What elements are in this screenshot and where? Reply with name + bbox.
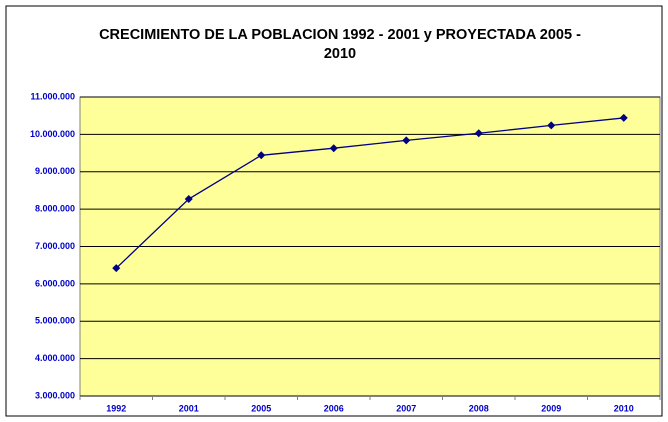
y-tick-label: 4.000.000 [35, 353, 75, 363]
marker [547, 121, 556, 130]
x-tick-label: 2008 [469, 403, 489, 413]
marker [112, 264, 121, 273]
y-tick-label: 6.000.000 [35, 278, 75, 288]
line [115, 117, 624, 269]
y-tick-label: 11.000.000 [30, 91, 75, 101]
marker [474, 129, 483, 138]
x-tick-label: 2006 [324, 403, 344, 413]
x-tick-label: 2009 [541, 403, 561, 413]
marker [402, 136, 411, 145]
y-tick-label: 9.000.000 [35, 166, 75, 176]
marker [184, 195, 193, 204]
x-tick-label: 2007 [396, 403, 416, 413]
x-tick-label: 2005 [251, 403, 271, 413]
y-tick-label: 5.000.000 [35, 316, 75, 326]
y-tick-label: 8.000.000 [35, 204, 75, 214]
chart-title: CRECIMIENTO DE LA POBLACION 1992 - 2001 … [99, 27, 581, 62]
x-tick-label: 1992 [106, 403, 126, 413]
y-tick-label: 7.000.000 [35, 241, 75, 251]
marker [329, 144, 338, 153]
marker [619, 113, 628, 122]
y-tick-label: 10.000.000 [30, 129, 75, 139]
x-tick-label: 2001 [179, 403, 199, 413]
y-tick-label: 3.000.000 [35, 390, 75, 400]
x-tick-label: 2010 [614, 403, 634, 413]
marker [257, 151, 266, 160]
